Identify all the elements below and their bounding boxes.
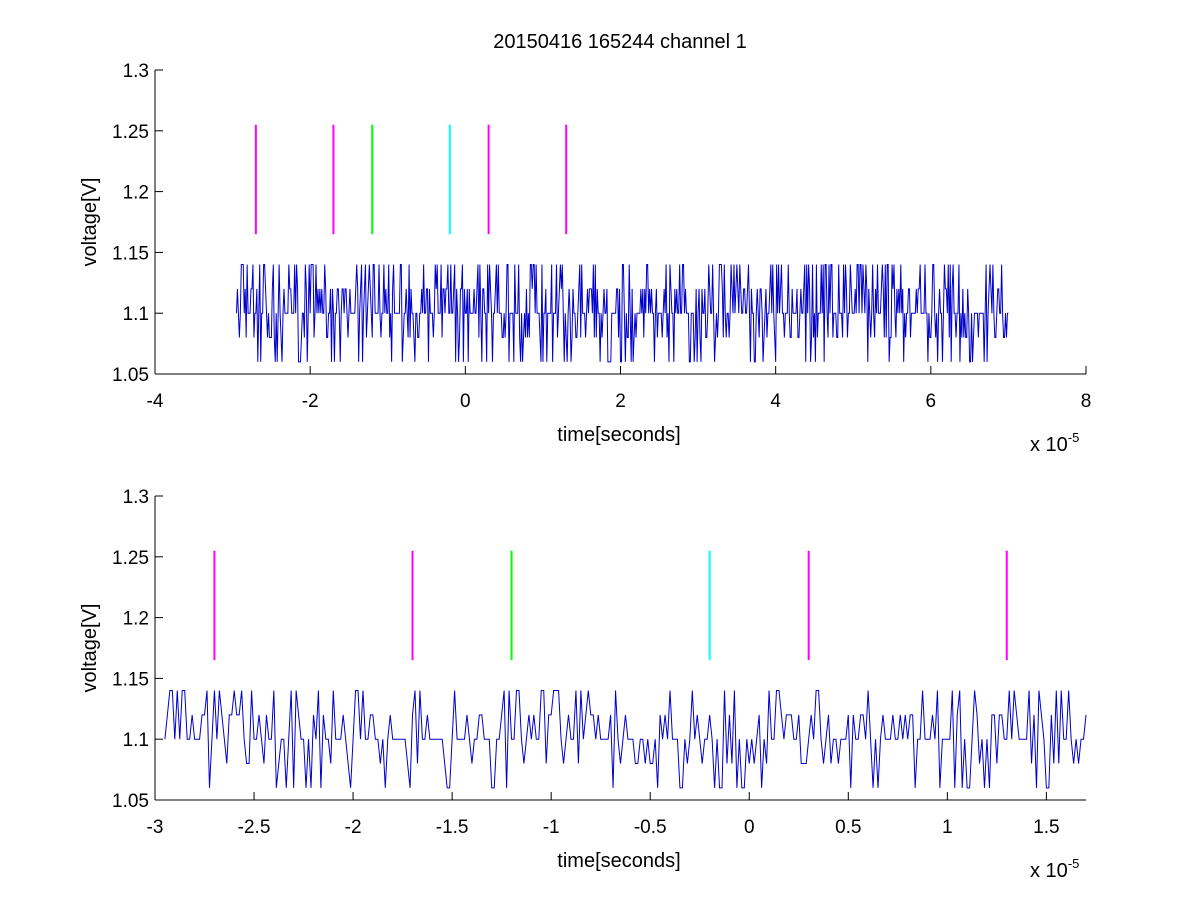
x-tick-label: -2: [345, 817, 362, 838]
y-tick-label: 1.1: [123, 304, 149, 325]
y-tick-label: 1.15: [112, 669, 149, 690]
x-tick-label: -2.5: [238, 817, 271, 838]
y-tick-label: 1.05: [112, 365, 149, 386]
chart-title: 20150416 165244 channel 1: [493, 31, 747, 53]
x-tick-label: -4: [147, 391, 164, 412]
x-tick-label: -3: [147, 817, 164, 838]
y-tick-label: 1.2: [123, 609, 149, 630]
x-tick-label: -1.5: [436, 817, 469, 838]
signal-line: [164, 690, 1087, 789]
y-tick-label: 1.2: [123, 183, 149, 204]
x-axis-multiplier: x 10-5: [1030, 430, 1079, 456]
x-tick-label: 4: [770, 391, 781, 412]
x-axis-label: time[seconds]: [557, 850, 680, 872]
y-tick-label: 1.1: [123, 730, 149, 751]
x-tick-label: 2: [615, 391, 626, 412]
top-plot: time[seconds] voltage[V] x 10-5 -4 -2 0 2 4 6…: [79, 61, 1091, 456]
x-tick-label: 0: [744, 817, 755, 838]
y-tick-label: 1.25: [112, 122, 149, 143]
y-tick-label: 1.25: [112, 548, 149, 569]
y-tick-label: 1.3: [123, 487, 149, 508]
x-tick-label: 1.5: [1033, 817, 1059, 838]
x-tick-label: 6: [926, 391, 937, 412]
x-tick-label: 0: [460, 391, 471, 412]
y-tick-label: 1.3: [123, 61, 149, 82]
y-axis-label: voltage[V]: [79, 178, 101, 267]
y-tick-label: 1.05: [112, 791, 149, 812]
y-tick-label: 1.15: [112, 243, 149, 264]
y-axis-label: voltage[V]: [79, 604, 101, 693]
bottom-plot: time[seconds] voltage[V] x 10-5 -3 -2.5 -2…: [79, 487, 1087, 882]
x-tick-label: -0.5: [634, 817, 667, 838]
signal-line: [235, 264, 1009, 363]
x-axis-label: time[seconds]: [557, 424, 680, 446]
x-tick-label: 1: [942, 817, 953, 838]
x-tick-label: -1: [543, 817, 560, 838]
x-axis-multiplier: x 10-5: [1030, 856, 1079, 882]
x-tick-label: -2: [302, 391, 319, 412]
x-tick-label: 8: [1081, 391, 1092, 412]
x-tick-label: 0.5: [835, 817, 861, 838]
